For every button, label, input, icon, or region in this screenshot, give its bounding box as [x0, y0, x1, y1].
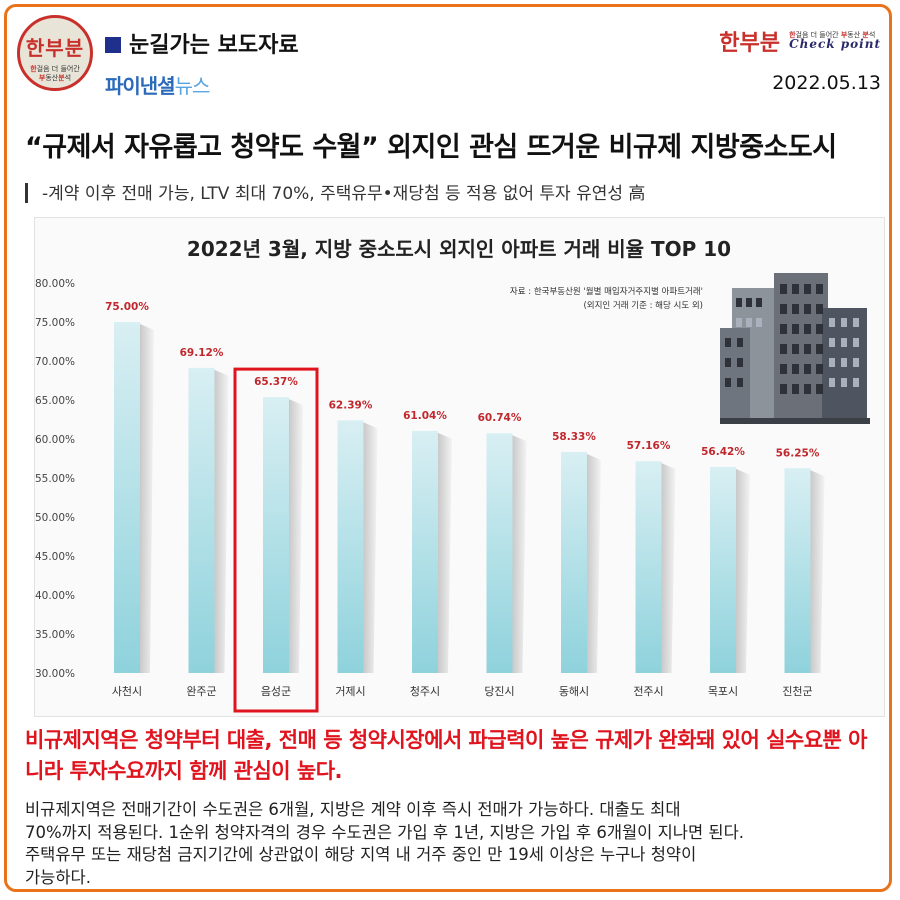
bar — [337, 420, 364, 673]
body-line: 주택유무 또는 재당첨 금지기간에 상관없이 해당 지역 내 거주 중인 만 1… — [25, 845, 697, 864]
y-tick-label: 40.00% — [35, 590, 75, 602]
x-tick-label: 거제시 — [335, 685, 365, 698]
body-line: 비규제지역은 전매기간이 수도권은 6개월, 지방은 계약 이후 즉시 전매가 … — [25, 800, 681, 819]
y-tick-label: 30.00% — [35, 668, 75, 680]
article-headline: “규제서 자유롭고 청약도 수월” 외지인 관심 뜨거운 비규제 지방중소도시 — [25, 132, 837, 163]
data-label: 60.74% — [478, 412, 522, 424]
y-axis: 30.00% 35.00% 40.00% 45.00% 50.00% 55.00% 60.0… — [35, 278, 75, 680]
chart-source-2: (외지인 거래 기준 : 해당 시도 외) — [583, 300, 703, 311]
y-tick-label: 45.00% — [35, 551, 75, 563]
y-tick-label: 60.00% — [35, 434, 75, 446]
bar — [486, 433, 513, 673]
body-line: 70%까지 적용된다. 1순위 청약자격의 경우 수도권은 가입 후 1년, 지… — [25, 822, 744, 842]
subhead-bar — [25, 183, 28, 203]
highlight-box — [233, 367, 319, 713]
chart-source-1: 자료 : 한국부동산원 '월별 매입자거주지별 아파트거래' — [510, 286, 703, 297]
bar-shadow — [587, 454, 601, 673]
building-illustration — [720, 273, 870, 424]
data-label: 69.12% — [180, 347, 224, 359]
data-label: 57.16% — [627, 440, 671, 452]
press-release-card: 한부분 한걸음 더 들어간 부동산분석 눈길가는 보도자료 파이낸셜뉴스 한부분 … — [4, 4, 892, 892]
data-label: 62.39% — [329, 399, 373, 411]
bar — [188, 367, 215, 673]
x-tick-label: 목포시 — [708, 685, 738, 698]
hanbubun-logo: 한부분 한걸음 더 들어간 부동산분석 — [17, 15, 93, 91]
data-label: 75.00% — [105, 301, 149, 313]
bar — [784, 468, 811, 673]
chart-title: 2022년 3월, 지방 중소도시 외지인 아파트 거래 비율 TOP 10 — [187, 237, 731, 261]
x-tick-label: 진천군 — [782, 684, 812, 698]
x-tick-label: 음성군 — [261, 685, 291, 698]
article-body: 비규제지역은 전매기간이 수도권은 6개월, 지방은 계약 이후 즉시 전매가 … — [25, 799, 889, 889]
x-tick-label: 사천시 — [112, 684, 142, 698]
bar — [412, 430, 438, 673]
x-tick-label: 당진시 — [484, 685, 514, 698]
bar-shadow — [289, 399, 303, 673]
bar — [114, 322, 140, 673]
y-tick-label: 70.00% — [35, 356, 75, 368]
body-line: 가능하다. — [25, 867, 91, 887]
bar — [561, 452, 587, 673]
brand-right-text: 한부분 — [719, 30, 780, 56]
bar-shadow — [661, 463, 676, 673]
x-tick-label: 전주시 — [633, 685, 663, 698]
hanbubun-checkpoint-logo: 한부분 한걸음 더 들어간 부동산 분석 Check point — [719, 25, 881, 57]
article-lead: 비규제지역은 청약부터 대출, 전매 등 청약시장에서 파급력이 높은 규제가 … — [25, 728, 868, 783]
data-label: 65.37% — [254, 376, 298, 388]
bar-shadow — [363, 422, 378, 673]
data-label: 61.04% — [403, 410, 447, 422]
bar-shadow — [810, 470, 825, 673]
release-date: 2022.05.13 — [772, 72, 881, 94]
logo-main-text: 한부분 — [25, 36, 85, 60]
bar — [635, 461, 662, 673]
bar-shadow — [214, 369, 229, 673]
brand-right-tagline: 한걸음 더 들어간 부동산 분석 Check point — [789, 31, 881, 51]
bar — [710, 466, 736, 673]
bar-shadow — [512, 435, 527, 673]
y-tick-label: 80.00% — [35, 278, 75, 290]
bars-group: 75.00% 69.12% 65.37% 62.39% 61.04% 60.74% 58.3… — [105, 301, 825, 673]
y-tick-label: 75.00% — [35, 317, 75, 329]
bar-shadow — [438, 432, 452, 673]
y-tick-label: 50.00% — [35, 512, 75, 524]
square-bullet-icon — [105, 37, 121, 53]
y-tick-label: 65.00% — [35, 395, 75, 407]
chart-panel: 2022년 3월, 지방 중소도시 외지인 아파트 거래 비율 TOP 10 자… — [34, 217, 885, 717]
x-axis: 사천시 완주군 음성군 거제시 청주시 당진시 동해시 전주시 목포시 진천군 — [112, 684, 813, 698]
x-tick-label: 완주군 — [186, 685, 216, 698]
x-tick-label: 동해시 — [559, 684, 589, 698]
press-release-title: 눈길가는 보도자료 — [105, 27, 299, 59]
bar-shadow — [140, 324, 154, 673]
bar — [263, 397, 289, 673]
financial-news-logo: 파이낸셜뉴스 — [105, 74, 210, 98]
article-subheadline: -계약 이후 전매 가능, LTV 최대 70%, 주택유무•재당첨 등 적용 … — [25, 179, 645, 204]
y-tick-label: 55.00% — [35, 473, 75, 485]
bar-chart: 2022년 3월, 지방 중소도시 외지인 아파트 거래 비율 TOP 10 자… — [35, 237, 870, 713]
x-tick-label: 청주시 — [410, 685, 440, 698]
bar-shadow — [736, 468, 750, 673]
data-label: 56.42% — [701, 446, 745, 458]
y-tick-label: 35.00% — [35, 629, 75, 641]
data-label: 56.25% — [776, 447, 820, 459]
logo-tagline: 한걸음 더 들어간 부동산분석 — [30, 65, 80, 82]
data-label: 58.33% — [552, 431, 596, 443]
